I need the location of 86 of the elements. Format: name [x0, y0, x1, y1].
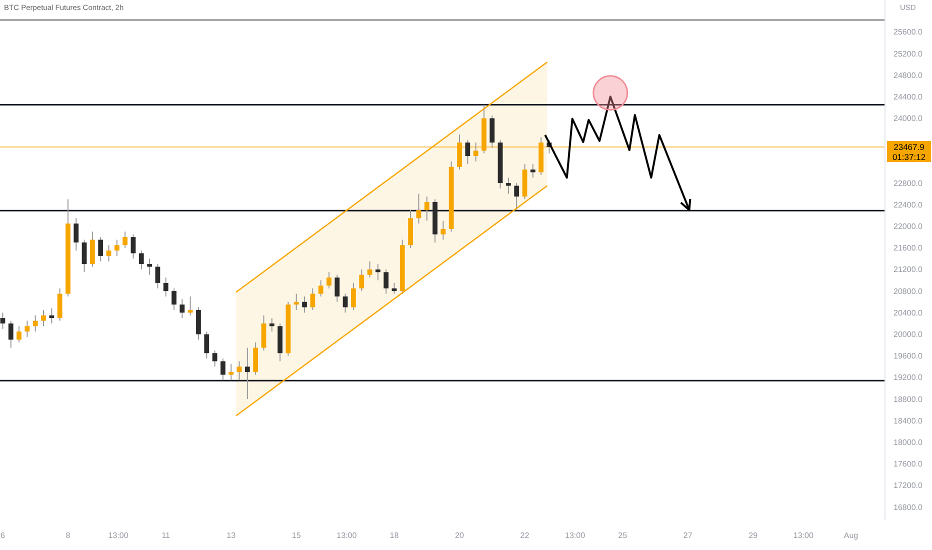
y-tick-label: 20800.0 [894, 286, 924, 296]
candlestick [74, 218, 79, 252]
y-tick-label: 24000.0 [894, 114, 924, 124]
candlestick [342, 293, 348, 314]
candlestick [155, 264, 160, 289]
candlestick [351, 282, 356, 310]
candlestick [384, 268, 389, 294]
x-tick-label: 29 [748, 531, 758, 540]
candlestick [212, 350, 218, 368]
candlestick [359, 268, 364, 292]
y-tick-label: 20000.0 [894, 330, 924, 340]
y-tick-label: 19600.0 [894, 352, 924, 361]
candlestick [130, 234, 136, 260]
candlestick [106, 244, 112, 262]
y-tick-label: 21600.0 [894, 244, 924, 253]
x-tick-label: 8 [66, 531, 71, 540]
y-tick-label: 17600.0 [894, 460, 924, 469]
x-tick-label: 13 [226, 531, 236, 540]
candlestick [269, 318, 274, 332]
candlestick [98, 236, 104, 262]
x-tick-label: Aug [844, 531, 858, 540]
x-tick-label: 15 [292, 531, 302, 540]
x-tick-label: 25 [618, 531, 628, 540]
x-tick-label: 13:00 [565, 531, 586, 540]
candlestick [367, 260, 372, 278]
candlestick [172, 288, 176, 310]
y-tick-label: 18800.0 [894, 394, 924, 404]
y-tick-label: 19200.0 [894, 373, 924, 382]
x-tick-label: 6 [0, 531, 6, 540]
y-tick-label: 20400.0 [894, 308, 924, 318]
candlestick [530, 164, 536, 178]
candlestick [506, 177, 511, 194]
candlestick [375, 264, 380, 281]
y-tick-label: 18000.0 [894, 438, 924, 448]
candlestick [188, 296, 193, 316]
x-tick-label: 11 [162, 531, 171, 540]
y-tick-label: 16800.0 [894, 502, 924, 512]
candlestick [32, 314, 38, 332]
y-tick-label: 25200.0 [894, 49, 924, 58]
candlestick [244, 347, 250, 400]
candlestick [416, 193, 422, 224]
x-tick-label: 27 [683, 531, 693, 540]
candlestick [49, 308, 54, 324]
y-tick-label: 18400.0 [894, 416, 924, 426]
candlestick [326, 272, 332, 289]
text: 01:37:12 [892, 152, 926, 162]
y-tick-label: 22000.0 [894, 222, 924, 232]
candlestick [220, 358, 226, 381]
candlestick [16, 326, 22, 343]
candlestick [440, 220, 446, 240]
candlestick [24, 320, 30, 338]
y-tick-label: 24800.0 [894, 70, 924, 80]
candlestick [228, 363, 234, 381]
candlestick [424, 196, 430, 222]
y-tick-label: 25600.0 [894, 28, 924, 37]
candlestick [0, 312, 6, 330]
candlestick [180, 298, 185, 319]
candlestick [302, 296, 307, 314]
x-tick-label: 22 [520, 531, 530, 540]
x-tick-label: 13:00 [793, 531, 814, 540]
x-tick-label: 20 [455, 531, 464, 540]
candlestick [318, 280, 324, 297]
x-tick-label: 18 [390, 531, 400, 540]
y-tick-label: 21200.0 [894, 265, 924, 274]
candlestick [122, 231, 128, 248]
candlestick [294, 293, 299, 310]
candlestick [163, 277, 168, 297]
candlestick [147, 258, 152, 276]
candlestick [310, 288, 316, 310]
x-tick-label: 13:00 [108, 531, 129, 540]
candlestick [138, 250, 144, 270]
ref-line-label: 23467.9 [894, 142, 925, 152]
y-tick-label: 22800.0 [894, 178, 924, 188]
candlestick [8, 320, 14, 348]
candlestick [236, 360, 242, 381]
candlestick [334, 274, 340, 302]
candlestick [514, 182, 520, 211]
candlestick [41, 309, 46, 327]
y-tick-label: 24400.0 [894, 92, 924, 102]
candlestick [465, 139, 470, 165]
y-tick-label: 22400.0 [894, 200, 924, 210]
x-tick-label: 13:00 [336, 531, 358, 540]
candlestick [114, 239, 120, 256]
candlestick [204, 331, 210, 360]
candlestick [82, 239, 87, 273]
y-tick-label: 17200.0 [894, 481, 924, 490]
